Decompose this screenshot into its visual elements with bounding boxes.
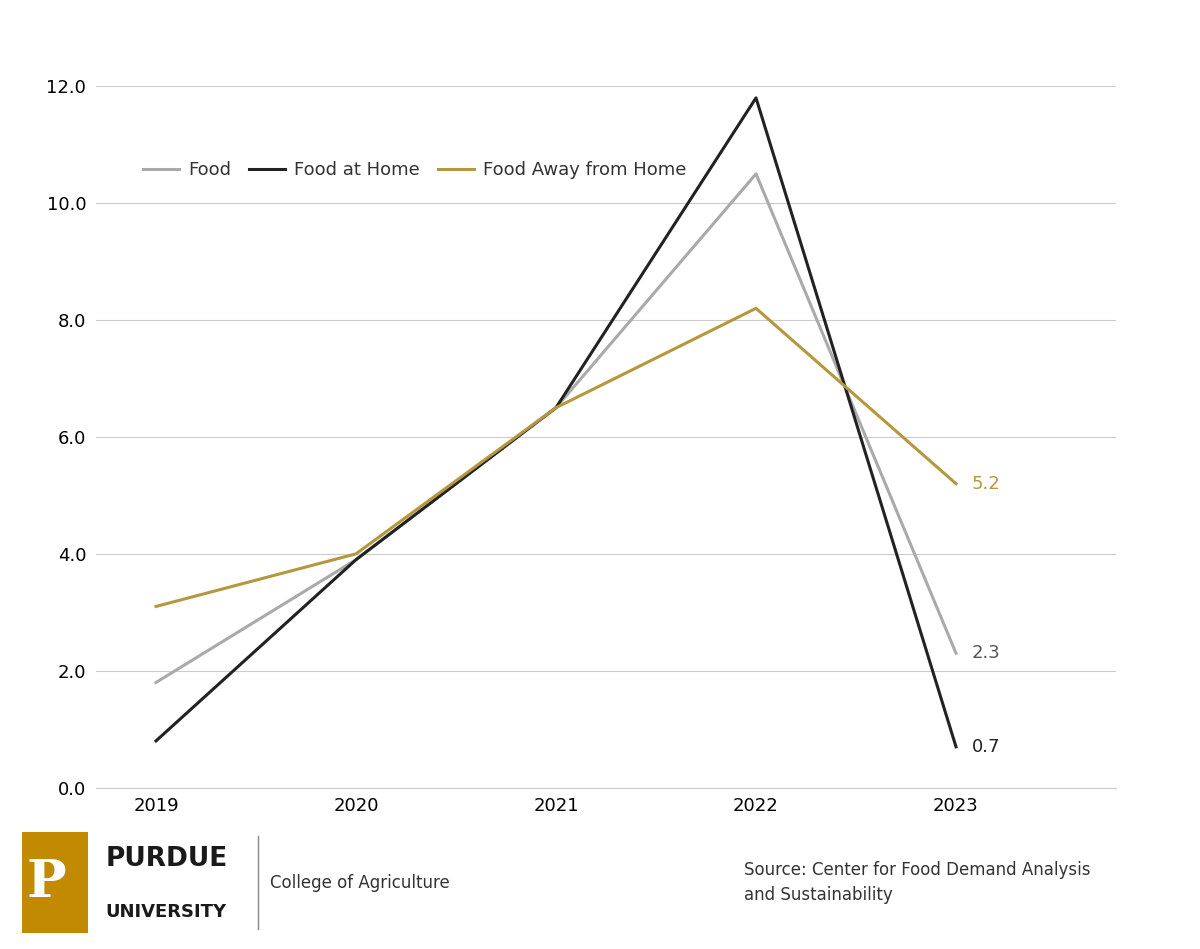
Text: UNIVERSITY: UNIVERSITY xyxy=(106,902,227,921)
Text: PURDUE: PURDUE xyxy=(106,846,228,871)
FancyBboxPatch shape xyxy=(22,832,88,933)
Text: P: P xyxy=(26,857,66,908)
Text: 0.7: 0.7 xyxy=(972,737,1001,755)
Text: Source: Center for Food Demand Analysis
and Sustainability: Source: Center for Food Demand Analysis … xyxy=(744,861,1091,904)
Text: 5.2: 5.2 xyxy=(972,474,1001,493)
Text: 2.3: 2.3 xyxy=(972,644,1001,662)
Text: College of Agriculture: College of Agriculture xyxy=(270,874,450,891)
Legend: Food, Food at Home, Food Away from Home: Food, Food at Home, Food Away from Home xyxy=(136,154,694,186)
